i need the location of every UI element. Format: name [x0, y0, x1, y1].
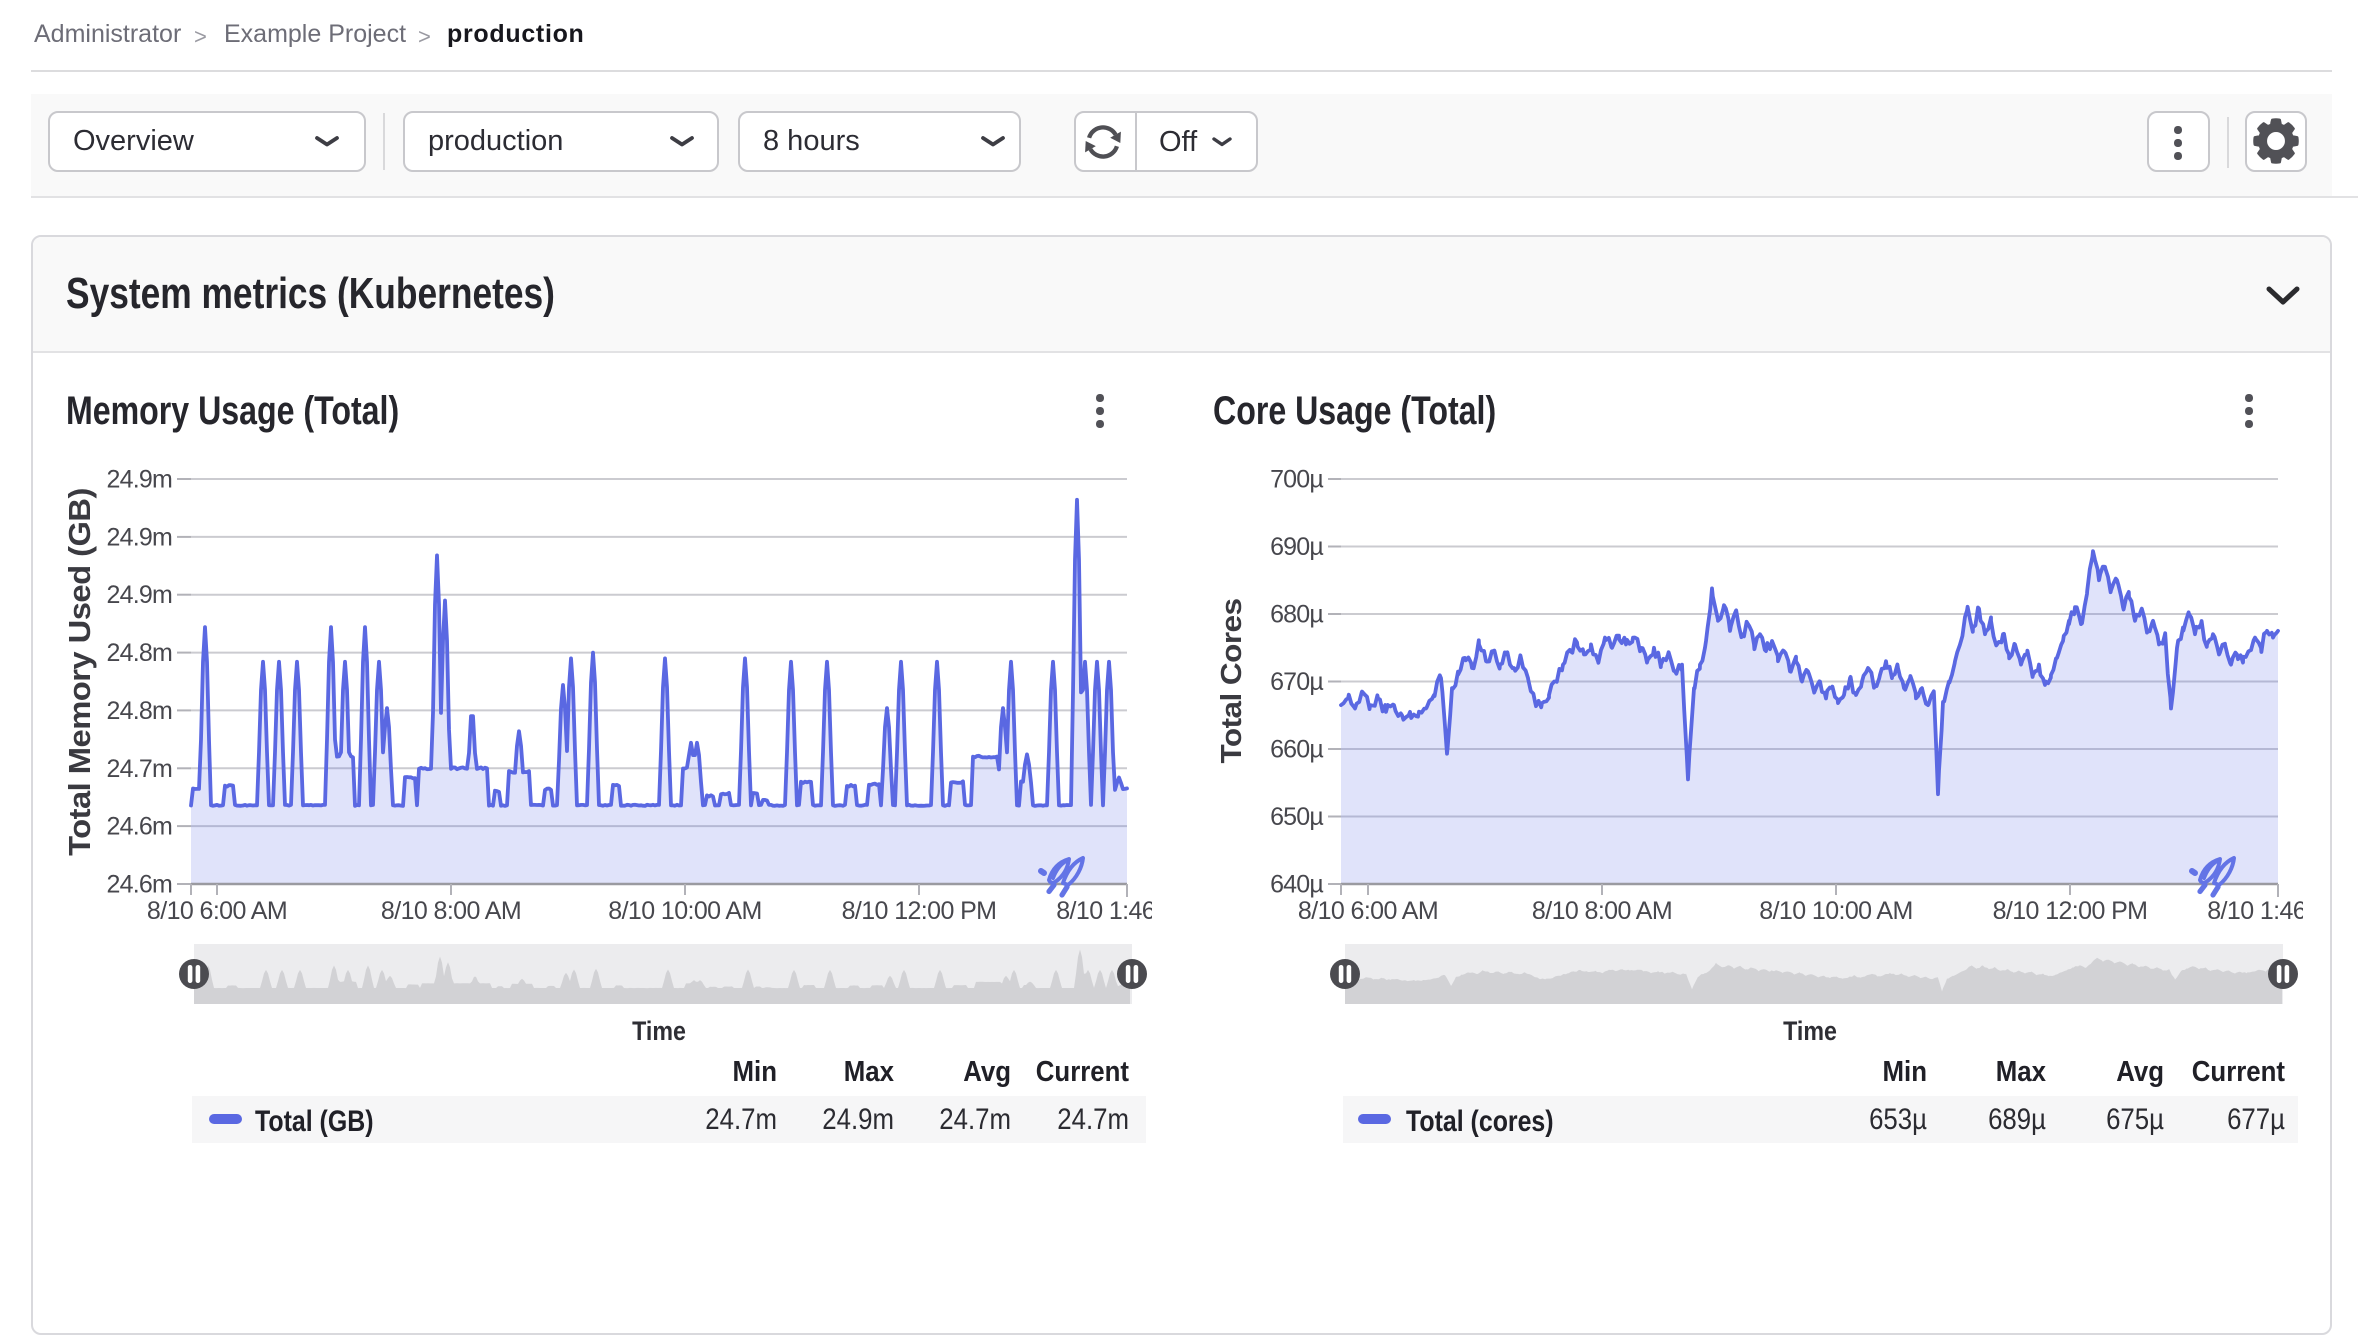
- svg-text:650µ: 650µ: [1270, 803, 1323, 831]
- svg-text:24.6m: 24.6m: [107, 813, 172, 841]
- svg-text:24.9m: 24.9m: [107, 466, 172, 494]
- svg-text:680µ: 680µ: [1270, 601, 1323, 629]
- svg-text:Time: Time: [1783, 1016, 1837, 1046]
- svg-text:8/10 12:00 PM: 8/10 12:00 PM: [842, 897, 997, 925]
- svg-text:24.7m: 24.7m: [107, 755, 172, 783]
- svg-text:690µ: 690µ: [1270, 533, 1323, 561]
- svg-text:24.9m: 24.9m: [107, 523, 172, 551]
- svg-text:640µ: 640µ: [1270, 871, 1323, 899]
- svg-text:8/10 1:46 PM: 8/10 1:46 PM: [2207, 897, 2349, 925]
- svg-text:700µ: 700µ: [1270, 466, 1323, 494]
- svg-text:24.8m: 24.8m: [107, 639, 172, 667]
- svg-text:8/10 6:00 AM: 8/10 6:00 AM: [1298, 897, 1438, 925]
- svg-text:660µ: 660µ: [1270, 736, 1323, 764]
- svg-text:8/10 10:00 AM: 8/10 10:00 AM: [608, 897, 761, 925]
- svg-text:8/10 6:00 AM: 8/10 6:00 AM: [147, 897, 287, 925]
- svg-text:Time: Time: [632, 1016, 686, 1046]
- svg-text:8/10 10:00 AM: 8/10 10:00 AM: [1759, 897, 1912, 925]
- svg-text:8/10 8:00 AM: 8/10 8:00 AM: [381, 897, 521, 925]
- svg-text:24.6m: 24.6m: [107, 871, 172, 899]
- svg-text:Total Cores: Total Cores: [1216, 599, 1248, 764]
- svg-text:8/10 1:46 PM: 8/10 1:46 PM: [1056, 897, 1198, 925]
- svg-text:Total Memory Used (GB): Total Memory Used (GB): [62, 488, 97, 856]
- svg-text:24.8m: 24.8m: [107, 697, 172, 725]
- svg-text:670µ: 670µ: [1270, 668, 1323, 696]
- svg-text:8/10 8:00 AM: 8/10 8:00 AM: [1532, 897, 1672, 925]
- svg-text:24.9m: 24.9m: [107, 581, 172, 609]
- svg-text:8/10 12:00 PM: 8/10 12:00 PM: [1993, 897, 2148, 925]
